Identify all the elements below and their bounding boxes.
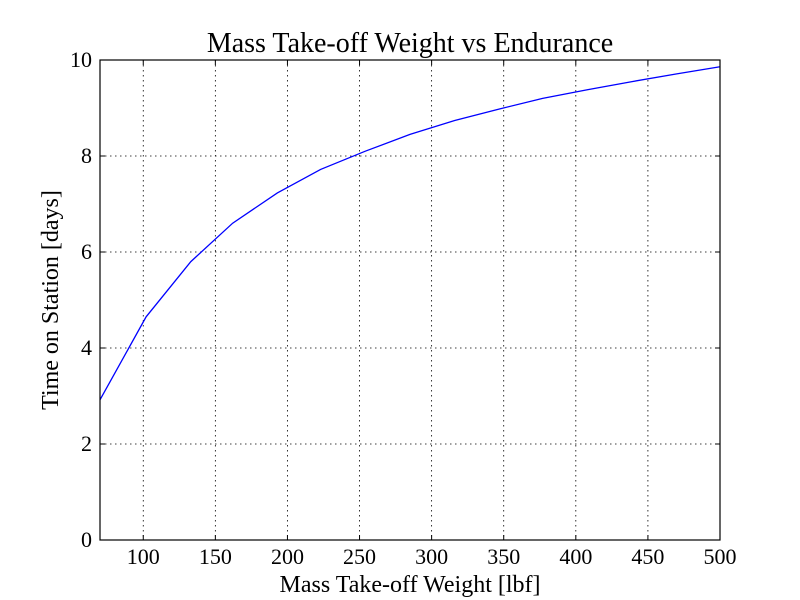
y-tick-labels: 0 2 4 6 8 10	[70, 47, 92, 552]
x-tick-label: 200	[271, 544, 304, 569]
x-tick-label: 500	[704, 544, 737, 569]
tick-marks	[100, 59, 721, 541]
x-tick-label: 300	[415, 544, 448, 569]
x-tick-label: 450	[631, 544, 664, 569]
x-tick-label: 150	[199, 544, 232, 569]
grid-lines	[100, 60, 721, 540]
x-axis-label: Mass Take-off Weight [lbf]	[280, 572, 541, 598]
y-tick-label: 0	[81, 527, 92, 552]
plot-frame	[99, 59, 721, 541]
y-tick-label: 6	[81, 239, 92, 264]
x-tick-labels: 100 150 200 250 300 350 400 450 500	[127, 544, 737, 569]
x-tick-label: 100	[127, 544, 160, 569]
y-tick-label: 4	[81, 335, 92, 360]
series-line	[99, 66, 721, 401]
x-tick-label: 250	[343, 544, 376, 569]
y-axis-label: Time on Station [days]	[38, 190, 64, 410]
y-tick-label: 8	[81, 143, 92, 168]
x-tick-label: 400	[559, 544, 592, 569]
x-tick-label: 350	[487, 544, 520, 569]
chart-title: Mass Take-off Weight vs Endurance	[207, 28, 613, 59]
y-tick-label: 2	[81, 431, 92, 456]
y-tick-label: 10	[70, 47, 92, 72]
